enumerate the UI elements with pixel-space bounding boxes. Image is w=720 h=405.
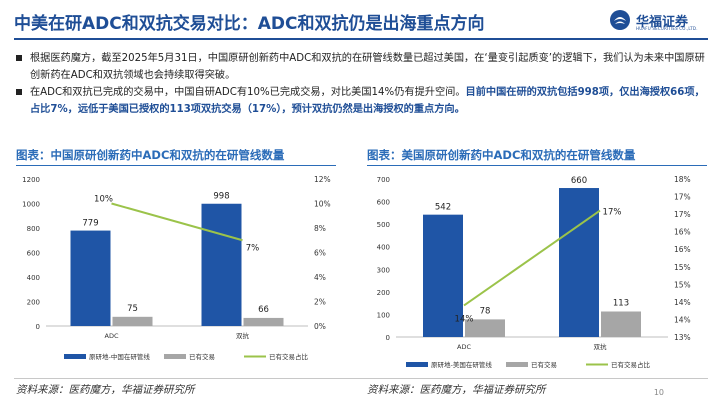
bullet-text: 根据医药魔方，截至2025年5月31日，中国原研创新药中ADC和双抗的在研管线数… xyxy=(30,53,705,81)
y-tick-label: 500 xyxy=(377,221,390,229)
bullet-text: 在ADC和双抗已完成的交易中，中国自研ADC有10%已完成交易，对比美国14%仍… xyxy=(30,87,466,98)
brand-logo: 华福证券 HUAFU SECURITIES CO.,LTD. xyxy=(608,8,708,32)
line-data-label: 7% xyxy=(246,243,260,253)
left-source-note: 资料来源：医药魔方，华福证券研究所 xyxy=(16,384,195,396)
legend-swatch-primary xyxy=(406,362,428,367)
y-tick-label: 800 xyxy=(27,225,40,233)
y2-tick-label: 6% xyxy=(314,249,326,258)
bar-data-label: 75 xyxy=(127,304,138,314)
legend-swatch-secondary xyxy=(164,354,186,359)
y2-tick-label: 12% xyxy=(314,175,331,184)
bar-1-primary xyxy=(423,214,463,337)
legend-swatch-secondary xyxy=(506,362,528,367)
right-source-note: 资料来源：医药魔方，华福证券研究所 xyxy=(367,384,546,396)
page-number: 10 xyxy=(653,388,664,397)
line-data-label: 17% xyxy=(603,208,622,218)
bullet-item-2: 在ADC和双抗已完成的交易中，中国自研ADC有10%已完成交易，对比美国14%仍… xyxy=(16,84,706,118)
y-tick-label: 200 xyxy=(27,299,40,307)
y2-tick-label: 14% xyxy=(674,298,691,307)
y2-tick-label: 15% xyxy=(674,263,691,272)
bar-data-label: 66 xyxy=(258,305,269,315)
y2-tick-label: 17% xyxy=(674,210,691,219)
y-tick-label: 700 xyxy=(377,176,390,184)
bullet-item-1: 根据医药魔方，截至2025年5月31日，中国原研创新药中ADC和双抗的在研管线数… xyxy=(16,50,706,84)
bar-1-primary xyxy=(70,230,111,326)
bullet-list: 根据医药魔方，截至2025年5月31日，中国原研创新药中ADC和双抗的在研管线数… xyxy=(16,50,706,118)
y2-tick-label: 16% xyxy=(674,245,691,254)
bullet-emphasis: 目前中国在研的双抗包括998项，仅出海授权66项，占比7%，远低于美国已授权的1… xyxy=(30,87,705,115)
y-tick-label: 600 xyxy=(27,250,40,258)
bar-1-secondary xyxy=(465,319,505,337)
left-chart: 0 200 400 600 800 1000 1200 0% 2% 4% 6% 8% 10% 12% 779… xyxy=(22,175,331,361)
y2-tick-label: 8% xyxy=(314,224,326,233)
y-tick-label: 300 xyxy=(377,266,390,274)
y-tick-label: 400 xyxy=(377,244,390,252)
y2-tick-label: 0% xyxy=(314,322,326,331)
left-chart-title: 图表：中国原研创新药中ADC和双抗的在研管线数量 xyxy=(16,148,285,162)
bar-2-primary xyxy=(559,188,599,337)
legend-label: 已有交易占比 xyxy=(611,360,651,369)
bar-data-label: 660 xyxy=(571,176,587,186)
bar-data-label: 113 xyxy=(613,298,629,308)
y-tick-label: 100 xyxy=(377,311,390,319)
bar-2-primary xyxy=(201,203,242,326)
x-tick-label: 双抗 xyxy=(594,342,608,351)
header-divider xyxy=(14,38,708,40)
y2-tick-label: 16% xyxy=(674,228,691,237)
bar-data-label: 998 xyxy=(213,192,229,202)
bullet-square-icon xyxy=(16,55,22,61)
line-data-label: 10% xyxy=(94,195,113,205)
bullet-square-icon xyxy=(16,89,22,95)
x-tick-label: 双抗 xyxy=(236,331,250,340)
y2-tick-label: 18% xyxy=(674,175,691,184)
y-tick-label: 0 xyxy=(386,334,390,342)
y2-tick-label: 13% xyxy=(674,333,691,342)
y2-tick-label: 4% xyxy=(314,273,326,282)
legend-label: 已有交易占比 xyxy=(269,352,309,361)
legend-swatch-primary xyxy=(64,354,86,359)
line-data-label: 14% xyxy=(455,314,474,324)
right-chart-title-underline xyxy=(367,165,707,166)
logo-text: 华福证券 xyxy=(636,15,689,30)
y-tick-label: 1200 xyxy=(22,176,40,184)
y-tick-label: 1000 xyxy=(22,201,40,209)
y2-tick-label: 15% xyxy=(674,280,691,289)
y2-tick-label: 14% xyxy=(674,315,691,324)
y-tick-label: 400 xyxy=(27,274,40,282)
legend-label: 原研地-美国在研管线 xyxy=(431,360,492,369)
y2-tick-label: 10% xyxy=(314,200,331,209)
right-chart: 0 100 200 300 400 500 600 700 13% 14% 14% 15% 15% 16%… xyxy=(377,175,691,369)
y-tick-label: 200 xyxy=(377,289,390,297)
y2-tick-label: 17% xyxy=(674,193,691,202)
bar-1-secondary xyxy=(112,316,153,326)
legend-label: 已有交易 xyxy=(189,352,215,361)
y-tick-label: 0 xyxy=(36,323,40,331)
right-chart-title: 图表：美国原研创新药中ADC和双抗的在研管线数量 xyxy=(367,148,636,162)
footer-divider xyxy=(14,378,708,379)
x-tick-label: ADC xyxy=(105,332,119,340)
logo-icon xyxy=(610,10,630,30)
legend-label: 原研地-中国在研管线 xyxy=(89,352,150,361)
y2-tick-label: 2% xyxy=(314,298,326,307)
bar-2-secondary xyxy=(601,311,641,337)
logo-subtext: HUAFU SECURITIES CO.,LTD. xyxy=(636,26,698,31)
bar-2-secondary xyxy=(243,317,284,326)
x-tick-label: ADC xyxy=(457,343,471,351)
bar-data-label: 542 xyxy=(435,203,451,213)
left-chart-title-underline xyxy=(16,165,336,166)
legend-label: 已有交易 xyxy=(531,360,557,369)
y-tick-label: 600 xyxy=(377,199,390,207)
share-line xyxy=(111,202,243,242)
bar-data-label: 78 xyxy=(480,306,491,316)
page-title: 中美在研ADC和双抗交易对比：ADC和双抗仍是出海重点方向 xyxy=(14,14,485,34)
bar-data-label: 779 xyxy=(82,219,98,229)
share-line xyxy=(463,209,601,307)
